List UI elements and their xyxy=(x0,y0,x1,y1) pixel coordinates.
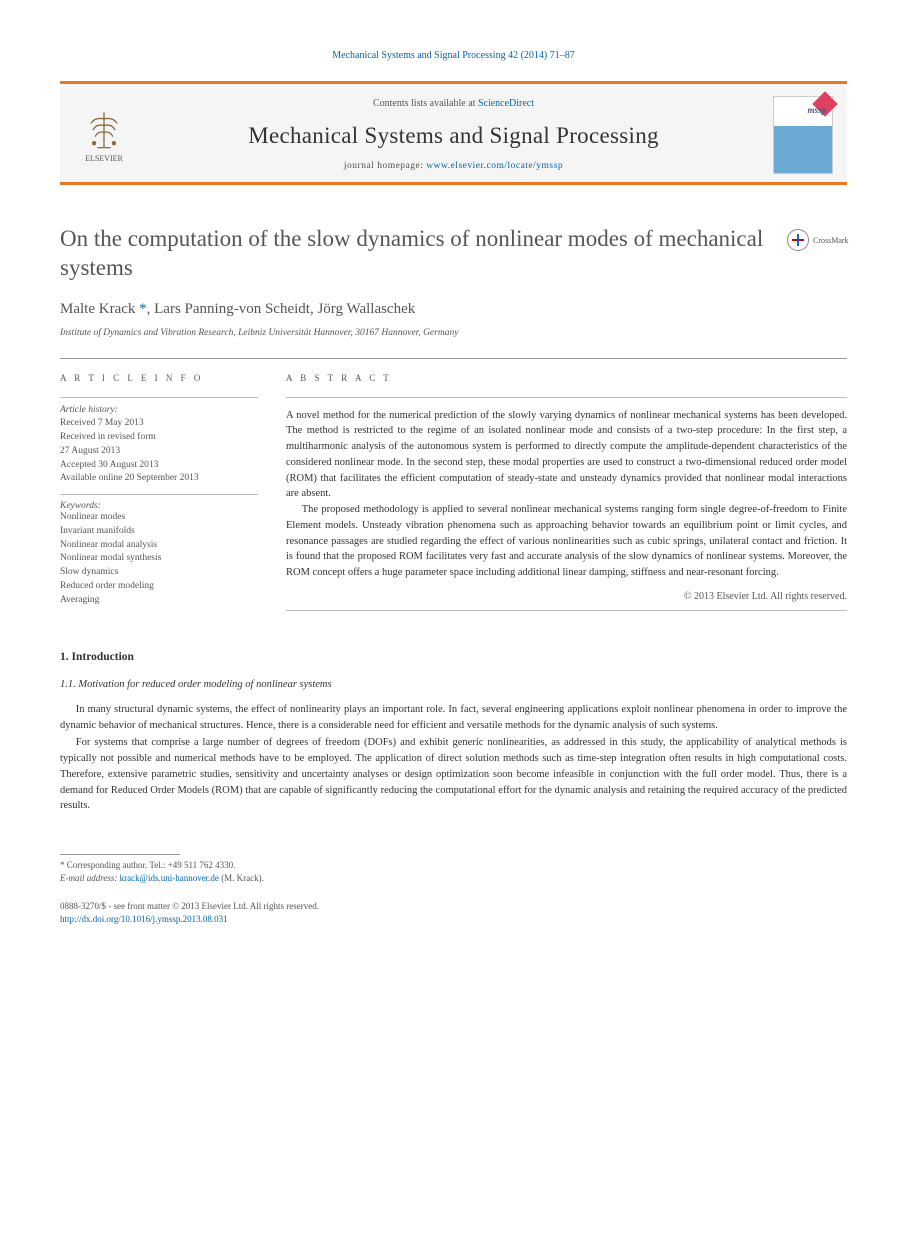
issn-line: 0888-3270/$ - see front matter © 2013 El… xyxy=(60,900,847,913)
elsevier-tree-icon xyxy=(82,108,126,152)
homepage-link[interactable]: www.elsevier.com/locate/ymssp xyxy=(426,161,563,171)
body-p2: For systems that comprise a large number… xyxy=(60,735,847,814)
section-1-1-heading: 1.1. Motivation for reduced order modeli… xyxy=(60,679,847,690)
citation-line: Mechanical Systems and Signal Processing… xyxy=(60,50,847,61)
homepage-prefix: journal homepage: xyxy=(344,161,426,171)
footer-block: 0888-3270/$ - see front matter © 2013 El… xyxy=(60,900,847,925)
history-title: Article history: xyxy=(60,404,258,418)
history-received: Received 7 May 2013 xyxy=(60,417,258,431)
keyword: Nonlinear modal analysis xyxy=(60,539,258,553)
contents-line: Contents lists available at ScienceDirec… xyxy=(144,98,763,109)
keyword: Slow dynamics xyxy=(60,566,258,580)
keyword: Nonlinear modal synthesis xyxy=(60,552,258,566)
keyword: Invariant manifolds xyxy=(60,525,258,539)
footnote-divider xyxy=(60,854,180,855)
article-title: On the computation of the slow dynamics … xyxy=(60,225,773,283)
email-suffix: (M. Krack). xyxy=(219,873,264,883)
divider xyxy=(60,358,847,359)
publisher-label: ELSEVIER xyxy=(85,154,123,163)
affiliation: Institute of Dynamics and Vibration Rese… xyxy=(60,328,847,338)
corresponding-author: * Corresponding author. Tel.: +49 511 76… xyxy=(60,859,847,872)
keywords-title: Keywords: xyxy=(60,501,258,511)
crossmark-label: CrossMark xyxy=(813,236,849,245)
section-1-heading: 1. Introduction xyxy=(60,651,847,663)
keywords-list: Nonlinear modes Invariant manifolds Nonl… xyxy=(60,511,258,607)
homepage-line: journal homepage: www.elsevier.com/locat… xyxy=(144,161,763,171)
journal-name: Mechanical Systems and Signal Processing xyxy=(144,123,763,149)
history-revised-line1: Received in revised form xyxy=(60,431,258,445)
abstract-copyright: © 2013 Elsevier Ltd. All rights reserved… xyxy=(286,591,847,602)
email-label: E-mail address: xyxy=(60,873,120,883)
journal-cover-thumbnail: mssp xyxy=(773,96,833,174)
subdivider xyxy=(286,610,847,611)
subdivider xyxy=(60,494,258,495)
abstract-text: A novel method for the numerical predict… xyxy=(286,408,847,581)
keyword: Averaging xyxy=(60,594,258,608)
cover-label: mssp xyxy=(807,105,826,115)
crossmark-icon xyxy=(787,229,809,251)
keyword: Reduced order modeling xyxy=(60,580,258,594)
crossmark-badge[interactable]: CrossMark xyxy=(787,229,847,251)
abstract-p2: The proposed methodology is applied to s… xyxy=(286,502,847,581)
subdivider xyxy=(60,397,258,398)
contents-prefix: Contents lists available at xyxy=(373,98,478,109)
author-email-link[interactable]: krack@ids.uni-hannover.de xyxy=(120,873,219,883)
history-accepted: Accepted 30 August 2013 xyxy=(60,459,258,473)
doi-link[interactable]: http://dx.doi.org/10.1016/j.ymssp.2013.0… xyxy=(60,914,228,924)
history-online: Available online 20 September 2013 xyxy=(60,472,258,486)
body-text: In many structural dynamic systems, the … xyxy=(60,702,847,814)
subdivider xyxy=(286,397,847,398)
article-history: Article history: Received 7 May 2013 Rec… xyxy=(60,404,258,487)
elsevier-logo: ELSEVIER xyxy=(74,96,134,174)
keyword: Nonlinear modes xyxy=(60,511,258,525)
article-info-label: A R T I C L E I N F O xyxy=(60,373,258,383)
abstract-p1: A novel method for the numerical predict… xyxy=(286,408,847,503)
sciencedirect-link[interactable]: ScienceDirect xyxy=(478,98,534,109)
footnote-block: * Corresponding author. Tel.: +49 511 76… xyxy=(60,859,847,884)
body-p1: In many structural dynamic systems, the … xyxy=(60,702,847,734)
authors-line: Malte Krack *, Lars Panning-von Scheidt,… xyxy=(60,301,847,318)
journal-header: ELSEVIER Contents lists available at Sci… xyxy=(60,81,847,185)
abstract-label: A B S T R A C T xyxy=(286,373,847,383)
corresponding-star: * xyxy=(135,301,146,317)
history-revised-line2: 27 August 2013 xyxy=(60,445,258,459)
